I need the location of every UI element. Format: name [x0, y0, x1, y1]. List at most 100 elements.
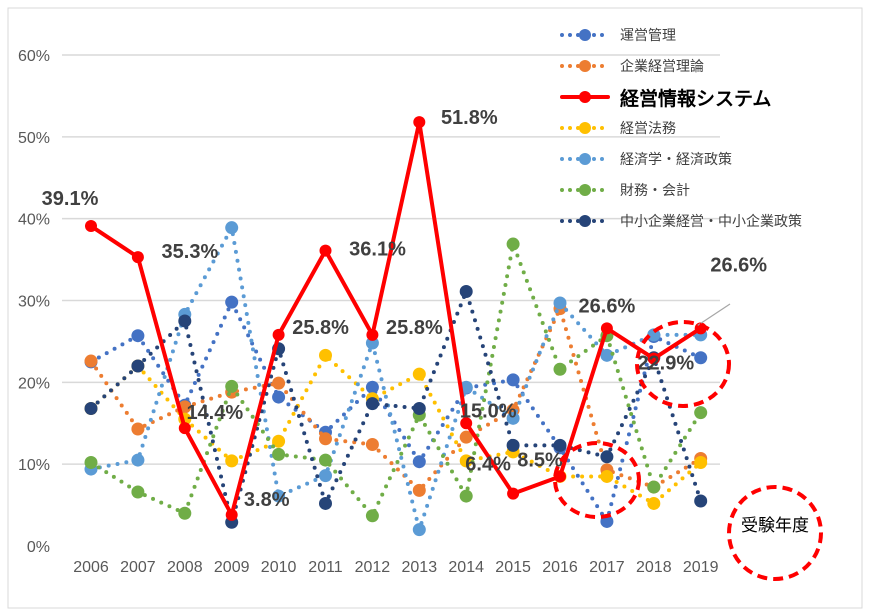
data-point [412, 455, 426, 469]
data-point [365, 397, 379, 411]
data-point [84, 456, 98, 470]
series-line-5 [89, 242, 703, 518]
data-point [506, 438, 520, 452]
data-point [366, 328, 379, 341]
data-point [459, 489, 473, 503]
data-label: 39.1% [42, 188, 99, 210]
x-tick-label: 2009 [214, 559, 250, 576]
x-tick-label: 2017 [589, 559, 625, 576]
data-point [412, 402, 426, 416]
series-line-2 [89, 120, 703, 517]
data-point [506, 373, 520, 387]
data-point [178, 422, 191, 435]
data-point [84, 354, 98, 368]
data-label: 6.4% [465, 454, 511, 476]
legend-marker [579, 60, 591, 72]
highlight-circle-2018 [635, 320, 731, 408]
data-point [694, 494, 708, 508]
data-point [319, 496, 332, 510]
data-point [600, 450, 614, 464]
y-tick-label: 50% [18, 130, 50, 147]
data-point [600, 322, 613, 335]
legend-label: 経済学・経済政策 [620, 151, 732, 167]
legend-label: 財務・会計 [620, 182, 690, 198]
x-tick-label: 2008 [167, 559, 203, 576]
data-point [459, 430, 473, 444]
data-point [365, 509, 379, 523]
data-point [553, 296, 567, 310]
data-label: 26.6% [579, 295, 636, 317]
data-point [459, 454, 473, 468]
data-point [647, 496, 661, 510]
data-point [460, 417, 473, 430]
x-tick-label: 2016 [542, 559, 578, 576]
x-tick-label: 2007 [120, 559, 156, 576]
data-label: 36.1% [349, 239, 406, 261]
data-point [131, 453, 145, 467]
y-tick-label: 10% [18, 457, 50, 474]
x-tick-label: 2012 [355, 559, 391, 576]
x-tick-label: 2014 [448, 559, 484, 576]
x-tick-label: 2019 [683, 559, 719, 576]
series-line-3 [89, 353, 703, 506]
series-line-4 [89, 225, 703, 532]
legend-label: 経営情報システム [620, 87, 771, 110]
data-point [413, 116, 426, 129]
data-label: 15.0% [460, 400, 517, 422]
data-point [272, 489, 286, 503]
x-tick-label: 2011 [308, 559, 343, 576]
highlight-circle-2016 [553, 441, 641, 519]
legend-marker [579, 153, 591, 165]
data-point [131, 251, 144, 264]
data-point [694, 406, 708, 420]
data-point [647, 480, 661, 494]
legend-label: 経営法務 [620, 120, 676, 136]
data-point [600, 469, 614, 483]
data-point [84, 402, 98, 416]
data-point [272, 390, 286, 404]
data-point [694, 351, 708, 365]
data-point [319, 453, 332, 467]
y-tick-label: 40% [18, 212, 50, 229]
data-point [225, 295, 239, 309]
x-tick-label: 2018 [636, 559, 672, 576]
data-point [412, 483, 426, 497]
data-point [319, 469, 332, 483]
y-tick-label: 20% [18, 375, 50, 392]
data-point [319, 432, 332, 446]
legend-label: 企業経営理論 [620, 58, 704, 74]
data-point [600, 348, 614, 362]
x-tick-label: 2010 [261, 559, 297, 576]
series-line-1 [89, 306, 703, 493]
legend-marker [579, 215, 591, 227]
data-point [365, 438, 379, 452]
data-label: 25.8% [292, 317, 349, 339]
data-label: 14.4% [186, 402, 243, 424]
data-label: 26.6% [710, 254, 767, 276]
data-point [85, 220, 97, 233]
data-point [319, 244, 332, 257]
data-point [365, 380, 379, 394]
data-label: 3.8% [244, 489, 290, 511]
data-point [507, 487, 520, 500]
data-point [412, 367, 426, 381]
data-point [459, 284, 473, 298]
data-point [553, 362, 567, 376]
x-tick-label: 2013 [402, 559, 438, 576]
data-point [694, 456, 708, 470]
legend-marker [579, 184, 591, 196]
data-point [506, 237, 520, 251]
data-point [225, 221, 239, 235]
data-point [225, 454, 239, 468]
legend-marker [579, 91, 591, 103]
data-point [131, 485, 145, 499]
legend-marker [579, 29, 591, 41]
data-point [225, 508, 238, 521]
data-point [131, 359, 145, 373]
data-point [647, 352, 660, 365]
xlabel-circle [727, 485, 823, 581]
series-line-6 [89, 289, 703, 525]
y-tick-label: 30% [18, 294, 50, 311]
